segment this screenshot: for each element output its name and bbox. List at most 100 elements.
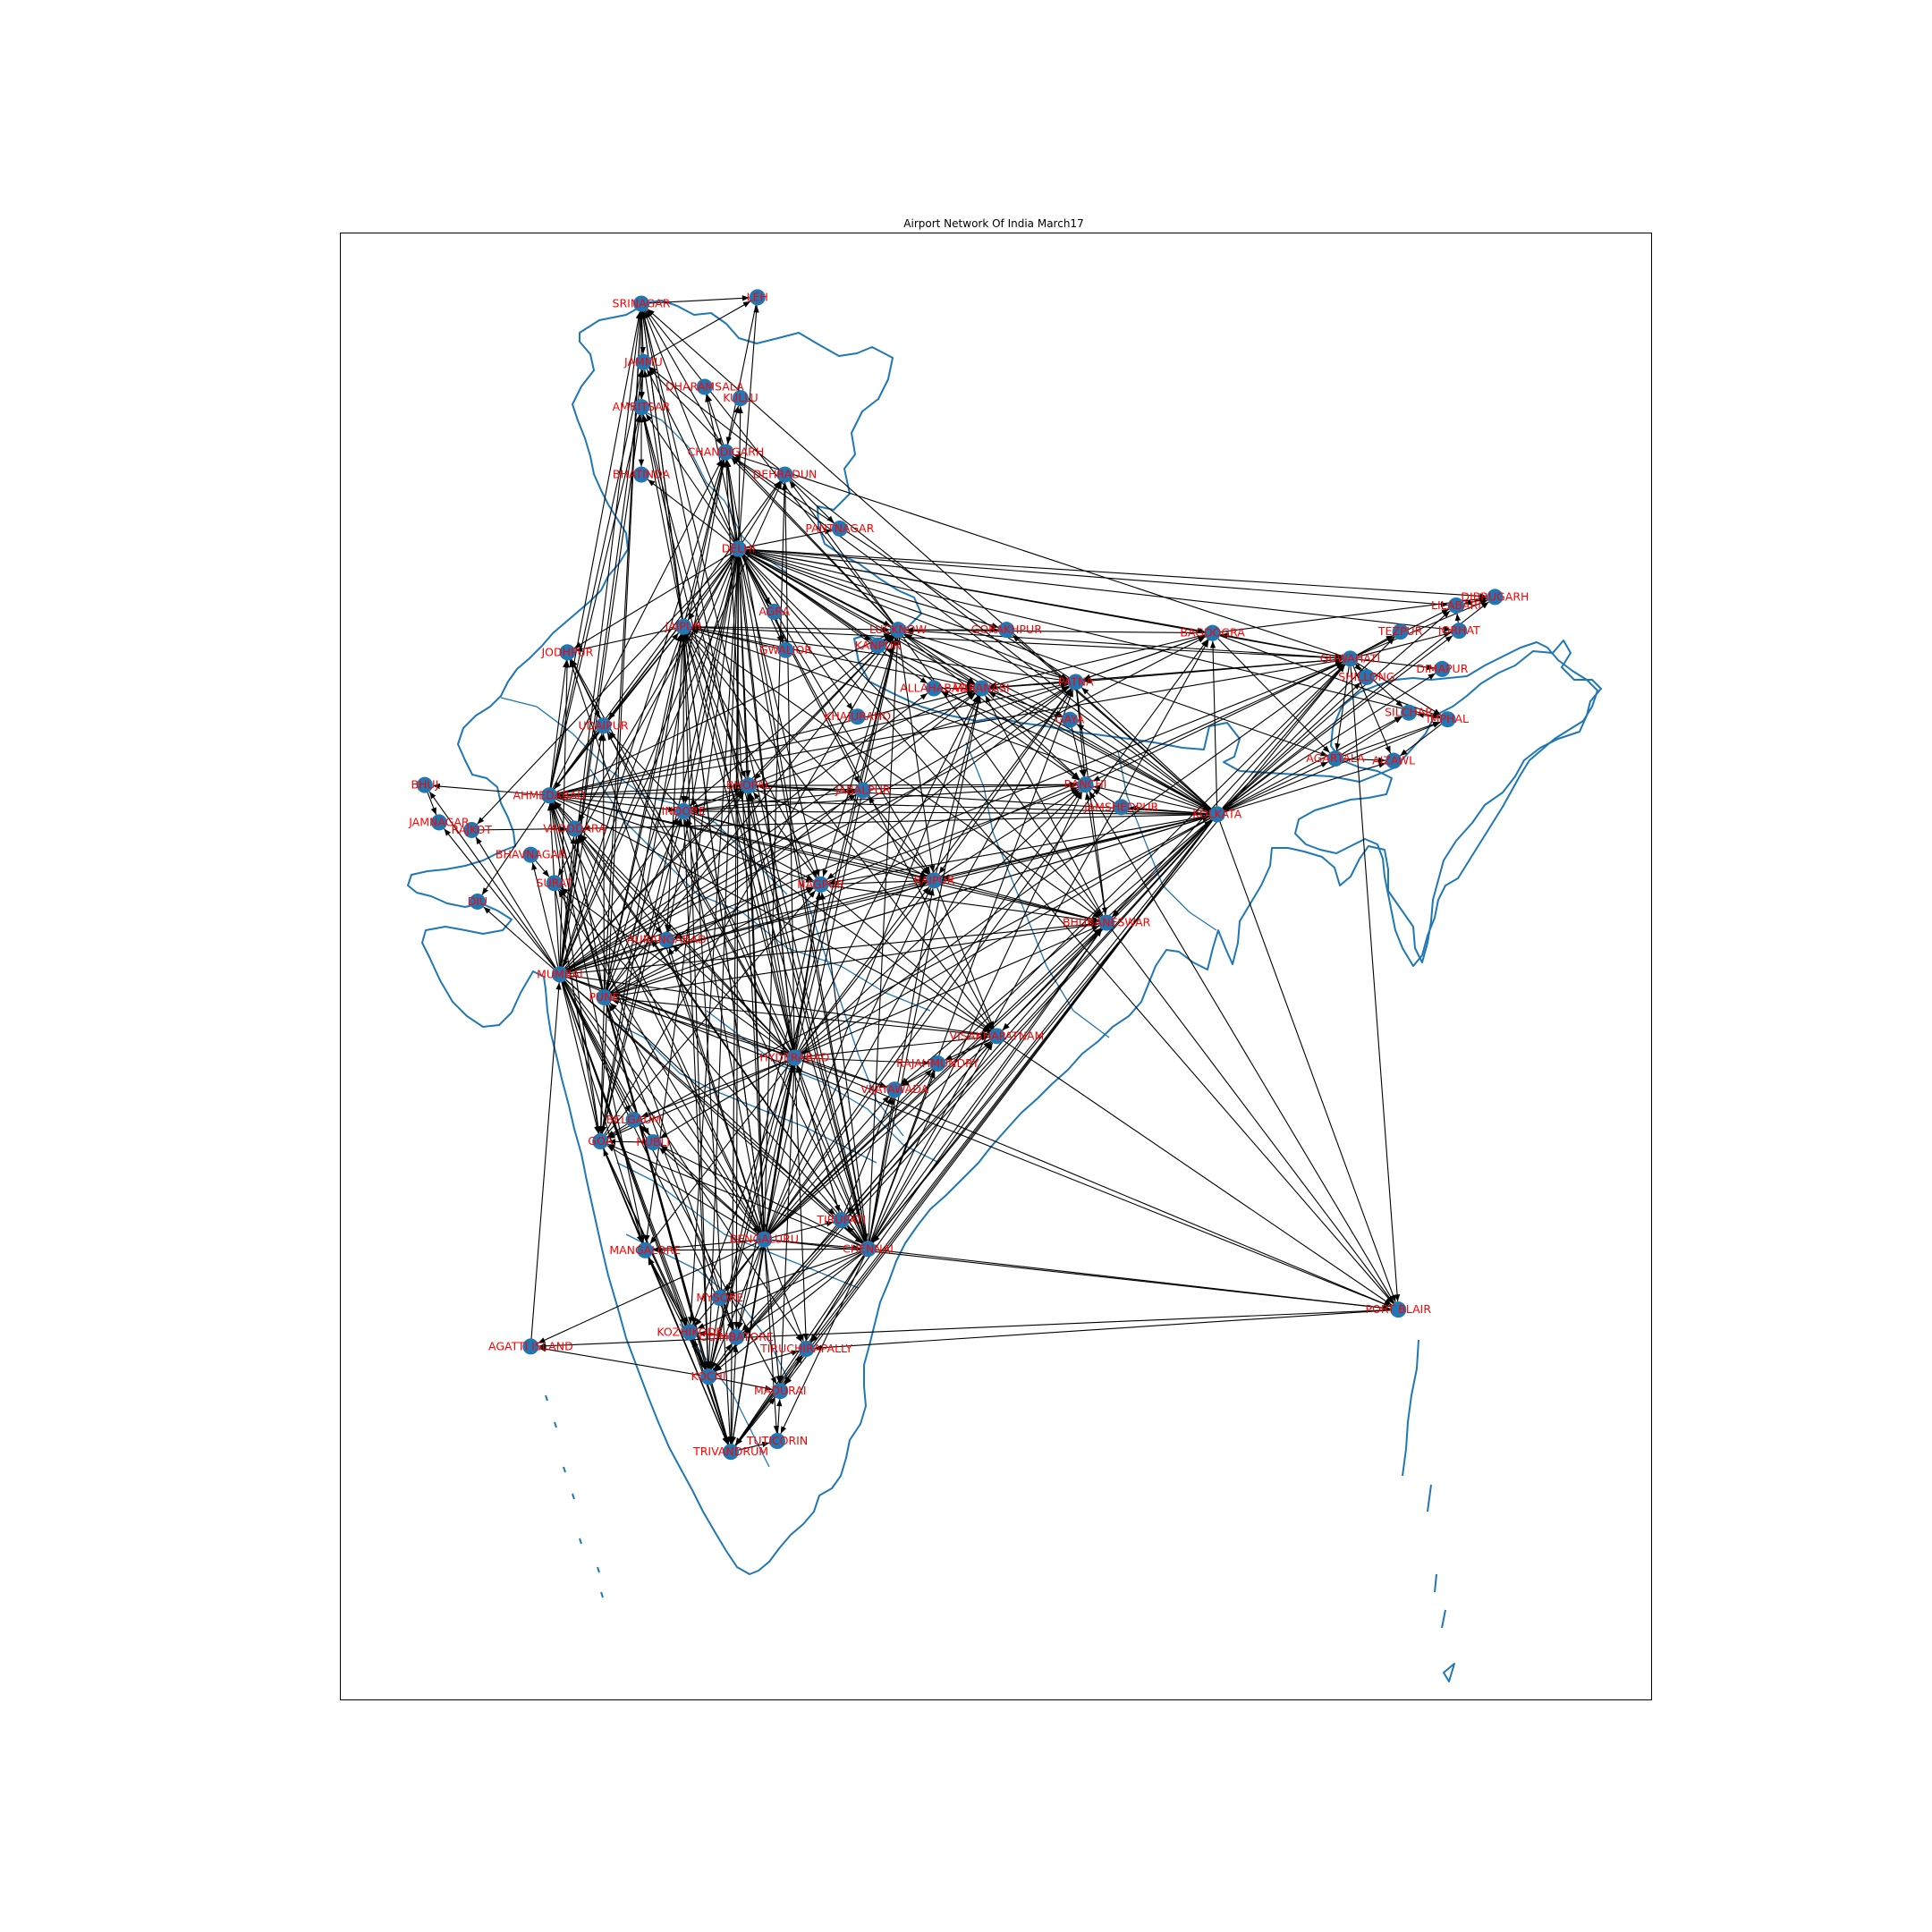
route-edge-bho-jlr (756, 785, 855, 793)
airport-label-tir: TIRUPATI (816, 1213, 866, 1226)
route-edge-bom-jga (444, 828, 555, 969)
route-edge-maa-bdq (579, 835, 864, 1243)
airport-label-ixj: JAMMU (623, 355, 663, 369)
route-edge-bbi-vtz (1002, 928, 1102, 1031)
airport-label-dmu: DIMAPUR (1416, 662, 1468, 675)
route-edge-lko-pat (905, 631, 1069, 681)
mainland-border (407, 300, 1602, 1575)
route-edge-jrh-ixi (1454, 613, 1462, 623)
route-edge-ixb-dib (1220, 596, 1487, 633)
airport-node-pnq (596, 989, 613, 1006)
route-edge-idr-bbi (691, 812, 1099, 922)
airport-label-knu: KANPUR (855, 639, 902, 652)
route-edge-lko-nag (822, 637, 896, 877)
route-edge-amd-goi (549, 803, 601, 1134)
airport-label-ccj: KOZHIKODE (657, 1325, 723, 1338)
route-edge-agx-bom (530, 982, 562, 1339)
route-edge-ccu-ixb (1209, 640, 1218, 807)
route-edge-ixa-ajl (1343, 757, 1386, 764)
route-edge-del-ixr (744, 553, 1080, 781)
airport-node-udr (595, 717, 612, 734)
route-edge-lko-ixj (648, 368, 894, 625)
airport-label-vns: VARANASI (953, 682, 1010, 695)
route-edge-hyd-vtz (802, 1034, 989, 1058)
route-edge-jdh-udr (570, 659, 601, 719)
airport-label-pnq: PUNE (589, 990, 620, 1004)
route-edge-bom-jai (562, 633, 682, 968)
route-edge-ccu-jai (691, 629, 1210, 812)
route-edge-amd-ded (553, 480, 781, 790)
route-edge-ccu-dmu (1224, 673, 1436, 810)
route-edge-bom-ixe (562, 981, 644, 1243)
airport-node-vns (973, 680, 990, 697)
route-edge-bbi-ixr (1084, 792, 1106, 915)
route-edge-trv-tcr (738, 1441, 770, 1451)
route-edge-amd-lko (556, 632, 892, 792)
airport-label-ixw: JAMSHEDPUR (1083, 800, 1158, 813)
airport-label-bbi: BHUBANESWAR (1063, 916, 1151, 929)
route-edge-hyd-amd (554, 801, 790, 1053)
airport-label-gau: GUWAHATI (1320, 651, 1380, 665)
route-edge-ixl-ixc (725, 305, 757, 445)
airport-node-dib (1487, 589, 1504, 606)
airport-node-gau (1342, 650, 1359, 667)
route-edge-ixi-dib (1463, 597, 1487, 605)
airport-node-pat (1067, 674, 1084, 691)
route-edge-maa-vns (869, 696, 982, 1241)
route-edge-maa-ixz (876, 1249, 1391, 1311)
route-edge-tir-hyd (795, 1064, 840, 1213)
airport-label-ixg: BELGAUM (606, 1113, 662, 1126)
route-edge-jai-cok (682, 634, 711, 1369)
route-edge-amd-ixj (550, 369, 643, 788)
route-edge-ccu-shl (1223, 682, 1361, 809)
route-edge-blr-ixm (764, 1247, 782, 1384)
route-edge-blr-vtz (769, 1040, 992, 1235)
airport-label-hyd: HYDERABAD (759, 1051, 829, 1064)
airport-label-jrh: JORHAT (1437, 623, 1480, 637)
airport-node-imf (1439, 711, 1456, 728)
route-edge-idr-vtz (690, 815, 991, 1032)
route-edge-gau-ixz (1350, 666, 1401, 1302)
route-edge-maa-ixe (653, 1247, 860, 1253)
route-edge-hyd-cok (709, 1065, 793, 1369)
route-edge-hyd-lko (795, 637, 898, 1050)
route-edge-ccu-ixr (1093, 784, 1210, 813)
route-edge-hyd-cjb (736, 1065, 794, 1330)
route-edge-del-ixl (738, 305, 759, 541)
route-edge-vtz-rja (945, 1038, 990, 1061)
route-edge-del-dib (746, 548, 1487, 599)
airport-label-agx: AGATTI ISLAND (488, 1339, 573, 1352)
airport-node-bhu (522, 846, 539, 863)
route-edge-del-knu (744, 553, 872, 642)
route-edge-ccu-gau (1222, 664, 1346, 809)
plot-frame (340, 233, 1652, 1700)
airport-label-nag: NAGPUR (797, 877, 844, 891)
route-edge-ccu-ixz (1219, 821, 1396, 1302)
route-edge-ixc-kuu (727, 405, 740, 445)
route-edge-rpr-vtz (936, 887, 995, 1030)
airport-label-rja: RAJAHMUNDRY (896, 1056, 979, 1070)
route-edge-trv-ixm (735, 1396, 776, 1446)
route-edge-maa-pnq (609, 1002, 863, 1244)
route-edge-hyd-jai (684, 634, 793, 1050)
airport-node-lko (889, 622, 906, 639)
route-edge-hyd-ixz (801, 1060, 1392, 1308)
airport-node-stv (546, 875, 563, 892)
airport-label-ixa: AGARTALA (1306, 751, 1365, 765)
route-edge-gay-ixr (1071, 727, 1085, 777)
route-edge-jai-ixc (684, 460, 725, 620)
airport-node-bhj (416, 776, 433, 793)
airport-node-ccj (682, 1324, 699, 1341)
airport-label-bho: BHOPAL (726, 778, 771, 792)
route-edge-lko-idr (689, 634, 893, 807)
route-edge-blr-trz (767, 1246, 804, 1342)
route-edge-ccu-vga (900, 818, 1212, 1085)
route-edge-trv-ixe (648, 1257, 729, 1445)
route-edge-del-imf (746, 550, 1440, 719)
airport-node-ixd (926, 680, 943, 697)
airport-node-ixl (749, 289, 766, 306)
route-edge-maa-cok (714, 1253, 862, 1372)
route-edge-goi-lko (604, 636, 894, 1135)
airport-label-jga: JAMNAGAR (408, 815, 470, 828)
route-edge-ccu-ixj (649, 367, 1212, 810)
